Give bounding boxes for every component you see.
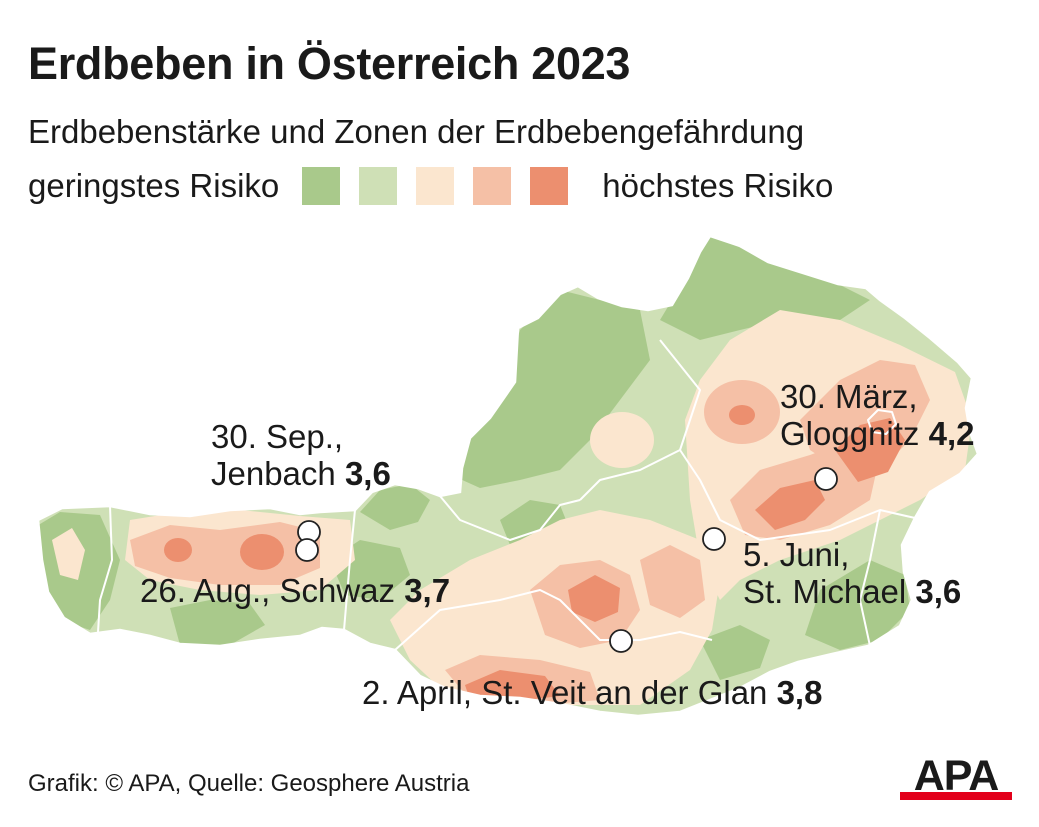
quake-date-st-michael: 5. Juni, (743, 536, 850, 573)
zone-red-villach (465, 670, 560, 702)
border-vorarlberg-tirol (97, 505, 113, 633)
risk-legend: geringstes Risiko höchstes Risiko (28, 166, 833, 206)
quake-marker-schwaz (295, 538, 319, 562)
state-borders (97, 339, 916, 651)
quake-markers (295, 467, 838, 653)
legend-swatch-1 (302, 167, 341, 205)
quake-magnitude-jenbach: 3,6 (344, 455, 391, 492)
zone-green-suedburgenland (805, 560, 910, 650)
zone-red-melk (729, 405, 755, 425)
quake-magnitude-schwaz: 3,7 (404, 572, 451, 609)
quake-label-schwaz: 26. Aug., Schwaz 3,7 (140, 572, 450, 609)
quake-place-st-veit: St. Veit an der Glan (481, 674, 768, 711)
legend-swatch-4 (473, 167, 512, 205)
zone-red-muerz (755, 480, 825, 530)
page-title: Erdbeben in Österreich 2023 (28, 38, 631, 89)
zone-green-waldviertel (660, 236, 870, 340)
zone-cream-linz (590, 412, 654, 468)
quake-marker-gloggnitz (814, 467, 838, 491)
zone-red-imst (164, 538, 192, 562)
border-wien (867, 409, 897, 435)
border-salzburg-ooe (439, 495, 581, 541)
quake-date-jenbach: 30. Sep., (211, 418, 344, 455)
legend-swatch-5 (530, 167, 569, 205)
border-kaernten-north (394, 589, 713, 651)
quake-place-gloggnitz: Gloggnitz (780, 415, 920, 452)
zone-red-gloggnitz (835, 418, 905, 482)
border-steiermark-burgenland (859, 509, 881, 647)
quake-place-jenbach: Jenbach (211, 455, 336, 492)
quake-label-gloggnitz: 30. März, Gloggnitz 4,2 (780, 378, 974, 452)
apa-logo: APA (900, 752, 1012, 800)
zone-green-kufstein (360, 484, 430, 530)
hazard-zones (38, 236, 978, 716)
quake-magnitude-st-michael: 3,6 (915, 573, 962, 610)
source-credit: Grafik: © APA, Quelle: Geosphere Austria (28, 770, 470, 797)
zone-red-schwaz (240, 534, 284, 570)
quake-date-schwaz: 26. Aug., (140, 572, 271, 609)
quake-marker-st-michael (702, 527, 726, 551)
quake-marker-st-veit (609, 629, 633, 653)
border-tirol-salzburg (343, 509, 356, 631)
legend-swatch-2 (359, 167, 398, 205)
page-subtitle: Erdbebenstärke und Zonen der Erdbebengef… (28, 113, 805, 150)
zone-green-oberinntal (170, 600, 265, 645)
quake-label-st-veit: 2. April, St. Veit an der Glan 3,8 (362, 674, 822, 711)
quake-date-gloggnitz: 30. März, (780, 378, 918, 415)
apa-logo-bar (900, 792, 1012, 800)
zone-green-muehlviertel (440, 290, 650, 488)
quake-label-jenbach: 30. Sep., Jenbach 3,6 (211, 418, 391, 492)
quake-place-st-michael: St. Michael (743, 573, 907, 610)
zone-red-kaernten (568, 575, 620, 622)
quake-magnitude-gloggnitz: 4,2 (928, 415, 975, 452)
legend-swatches (302, 167, 569, 205)
quake-magnitude-st-veit: 3,8 (776, 674, 823, 711)
legend-swatch-3 (416, 167, 455, 205)
quake-date-st-veit: 2. April, (362, 674, 473, 711)
zone-cream-west (52, 528, 85, 580)
legend-low-label: geringstes Risiko (28, 167, 280, 204)
zone-green-suedsteiermark (700, 625, 770, 680)
quake-label-st-michael: 5. Juni, St. Michael 3,6 (743, 536, 961, 610)
zone-salmon-mur (640, 545, 705, 618)
legend-high-label: höchstes Risiko (602, 167, 834, 204)
quake-place-schwaz: Schwaz (279, 572, 396, 609)
